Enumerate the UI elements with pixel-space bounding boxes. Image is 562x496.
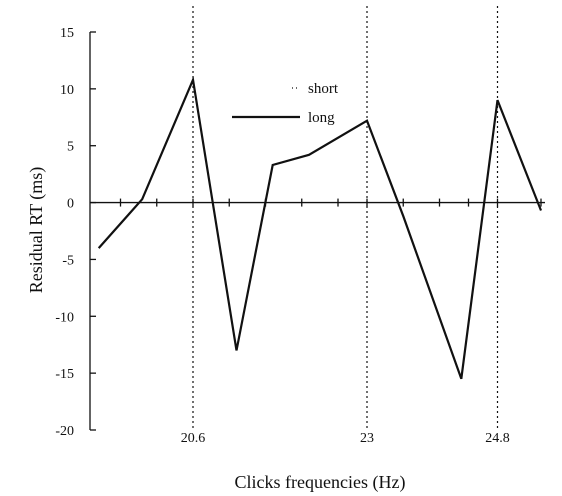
y-tick-label-4: -5 xyxy=(62,253,74,268)
x-tick-label-0: 20.6 xyxy=(181,431,206,446)
legend-label-long: long xyxy=(308,110,335,126)
reference-lines xyxy=(192,6,499,430)
series-line-long xyxy=(97,75,543,380)
y-tick-label-7: -20 xyxy=(55,424,74,439)
x-axis-title: Clicks frequencies (Hz) xyxy=(235,472,406,493)
y-tick-label-1: 10 xyxy=(60,83,74,98)
y-axis-title: Residual RT (ms) xyxy=(26,167,47,294)
legend: short long xyxy=(232,81,339,126)
y-tick-label-3: 0 xyxy=(67,197,74,212)
axes xyxy=(89,32,545,430)
y-tick-label-2: 5 xyxy=(67,140,74,155)
y-tick-label-5: -10 xyxy=(55,310,74,325)
series-group xyxy=(97,75,543,380)
legend-label-short: short xyxy=(308,81,339,97)
y-tick-label-0: 15 xyxy=(60,26,74,41)
x-tick-label-1: 23 xyxy=(360,431,374,446)
y-axis-ticks: 15 10 5 0 -5 -10 -15 -20 xyxy=(55,26,96,439)
x-tick-label-2: 24.8 xyxy=(485,431,510,446)
y-tick-label-6: -15 xyxy=(55,367,74,382)
x-axis-ticks: 20.6 23 24.8 xyxy=(119,198,542,446)
